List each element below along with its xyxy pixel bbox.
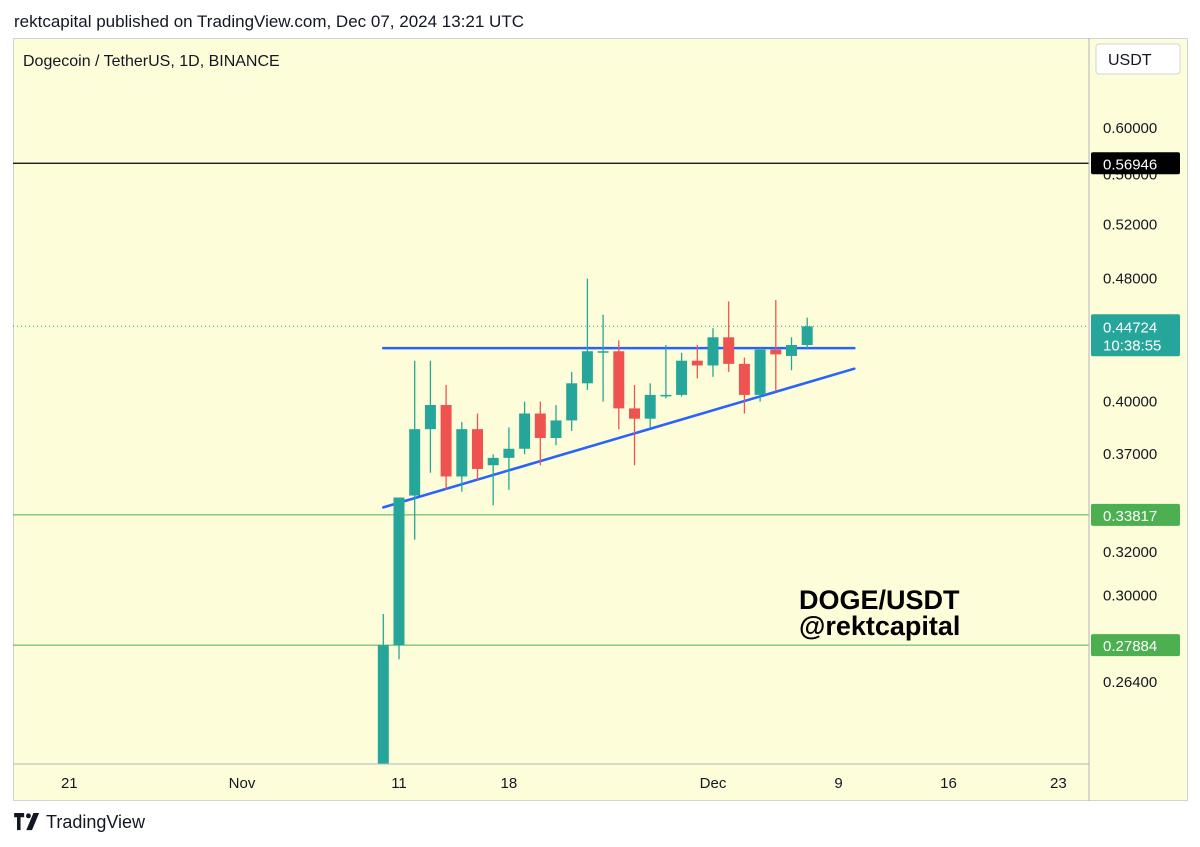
candle-body bbox=[801, 326, 813, 346]
candle-body bbox=[487, 457, 499, 466]
candle-2024-11-15 bbox=[456, 422, 468, 492]
candle-body bbox=[503, 448, 515, 458]
candle-body bbox=[629, 408, 640, 419]
time-tick-1: Nov bbox=[229, 775, 256, 792]
candle-2024-11-20 bbox=[534, 401, 546, 466]
candle-2024-11-28 bbox=[660, 345, 672, 399]
candle-2024-11-26 bbox=[629, 384, 640, 466]
candle-body bbox=[691, 360, 703, 366]
current-price-label: 0.44724 bbox=[1103, 319, 1157, 336]
level-badge-1 bbox=[1091, 503, 1180, 526]
watermark-line-1: DOGE/USDT bbox=[799, 585, 960, 615]
price-tick-4: 0.40000 bbox=[1103, 394, 1157, 411]
candle-2024-11-10 bbox=[377, 613, 389, 764]
price-tick-3: 0.37000 bbox=[1103, 446, 1157, 463]
candle-body bbox=[613, 351, 625, 409]
candle-2024-11-16 bbox=[472, 413, 483, 481]
candle-2024-12-01 bbox=[707, 328, 719, 377]
current-price-badge bbox=[1091, 314, 1180, 357]
price-tick-6: 0.52000 bbox=[1103, 217, 1157, 234]
candle-2024-12-02 bbox=[723, 301, 735, 372]
watermark: DOGE/USDT @rektcapital bbox=[799, 585, 960, 641]
candle-body bbox=[754, 349, 766, 395]
horizontal-levels bbox=[13, 162, 1089, 646]
candle-2024-11-29 bbox=[676, 352, 688, 397]
time-tick-3: 18 bbox=[501, 775, 518, 792]
candle-2024-11-24 bbox=[597, 314, 609, 402]
candle-body bbox=[581, 351, 593, 384]
chart-frame bbox=[13, 38, 1188, 801]
time-axis-ticks[interactable]: 21 Nov 11 18 Dec 9 16 23 bbox=[61, 775, 1067, 792]
candle-2024-11-23 bbox=[581, 278, 593, 390]
level-badge-2 bbox=[1091, 634, 1180, 657]
watermark-line-2: @rektcapital bbox=[799, 611, 960, 641]
candle-2024-12-05 bbox=[770, 300, 782, 392]
price-tick-2: 0.32000 bbox=[1103, 544, 1157, 561]
price-chart[interactable]: Dogecoin / TetherUS, 1D, BINANCE DOGE/US… bbox=[13, 38, 1188, 801]
candle-body bbox=[707, 337, 719, 366]
price-axis-ticks[interactable]: 0.26400 0.30000 0.32000 0.37000 0.40000 0.480… bbox=[1103, 120, 1157, 691]
time-tick-0: 21 bbox=[61, 775, 78, 792]
price-tick-5: 0.48000 bbox=[1103, 271, 1157, 288]
candle-body bbox=[786, 345, 797, 356]
candle-2024-11-12 bbox=[409, 360, 421, 540]
candle-body bbox=[519, 413, 531, 449]
candle-body bbox=[566, 383, 578, 421]
time-tick-5: 9 bbox=[834, 775, 842, 792]
candle-2024-12-07 bbox=[801, 317, 813, 349]
tradingview-brand: TradingView bbox=[46, 812, 146, 832]
time-tick-2: 11 bbox=[391, 775, 407, 792]
time-tick-7: 23 bbox=[1050, 775, 1067, 792]
candle-2024-11-22 bbox=[566, 371, 578, 431]
candle-body bbox=[534, 413, 546, 438]
candle-2024-11-25 bbox=[613, 340, 625, 430]
candle-2024-12-04 bbox=[754, 348, 766, 402]
candle-body bbox=[456, 429, 468, 477]
candles bbox=[377, 278, 813, 764]
candle-body bbox=[409, 429, 421, 496]
candle-2024-12-03 bbox=[738, 357, 750, 414]
price-countdown: 10:38:55 bbox=[1103, 337, 1161, 354]
chart-title: Dogecoin / TetherUS, 1D, BINANCE bbox=[23, 53, 280, 70]
candle-body bbox=[770, 349, 782, 355]
price-tick-1: 0.30000 bbox=[1103, 588, 1157, 605]
time-tick-6: 16 bbox=[940, 775, 957, 792]
candle-body bbox=[676, 360, 688, 395]
level-badge-label-1: 0.33817 bbox=[1103, 508, 1157, 525]
candle-2024-11-11 bbox=[393, 497, 405, 660]
candle-body bbox=[723, 337, 735, 364]
candle-body bbox=[440, 404, 452, 477]
candle-body bbox=[550, 420, 562, 438]
currency-selector[interactable]: USDT bbox=[1095, 43, 1181, 75]
candle-2024-11-27 bbox=[644, 383, 656, 428]
currency-label: USDT bbox=[1108, 52, 1152, 69]
candle-2024-11-21 bbox=[550, 404, 562, 446]
price-tick-0: 0.26400 bbox=[1103, 674, 1157, 691]
candle-2024-12-06 bbox=[786, 337, 797, 371]
level-badge-label-2: 0.27884 bbox=[1103, 638, 1157, 655]
candle-2024-11-19 bbox=[519, 401, 531, 455]
candle-2024-11-17 bbox=[487, 454, 499, 506]
level-badge-label-0: 0.56946 bbox=[1103, 156, 1157, 173]
footer: TradingView bbox=[14, 812, 145, 833]
time-tick-4: Dec bbox=[700, 775, 727, 792]
level-badge-0 bbox=[1091, 152, 1180, 175]
candle-body bbox=[597, 351, 609, 353]
candle-body bbox=[377, 645, 389, 764]
candle-2024-11-30 bbox=[691, 345, 703, 379]
published-header: rektcapital published on TradingView.com… bbox=[14, 12, 524, 31]
price-tick-8: 0.60000 bbox=[1103, 120, 1157, 137]
candle-2024-11-18 bbox=[503, 427, 515, 490]
candle-2024-11-14 bbox=[440, 384, 452, 490]
candle-body bbox=[424, 404, 436, 430]
candle-body bbox=[738, 363, 750, 395]
candle-2024-11-13 bbox=[424, 360, 436, 473]
candle-body bbox=[660, 394, 672, 397]
tradingview-logo-icon bbox=[14, 812, 40, 830]
candle-body bbox=[644, 394, 656, 419]
candle-body bbox=[393, 497, 405, 646]
candle-body bbox=[472, 429, 483, 469]
